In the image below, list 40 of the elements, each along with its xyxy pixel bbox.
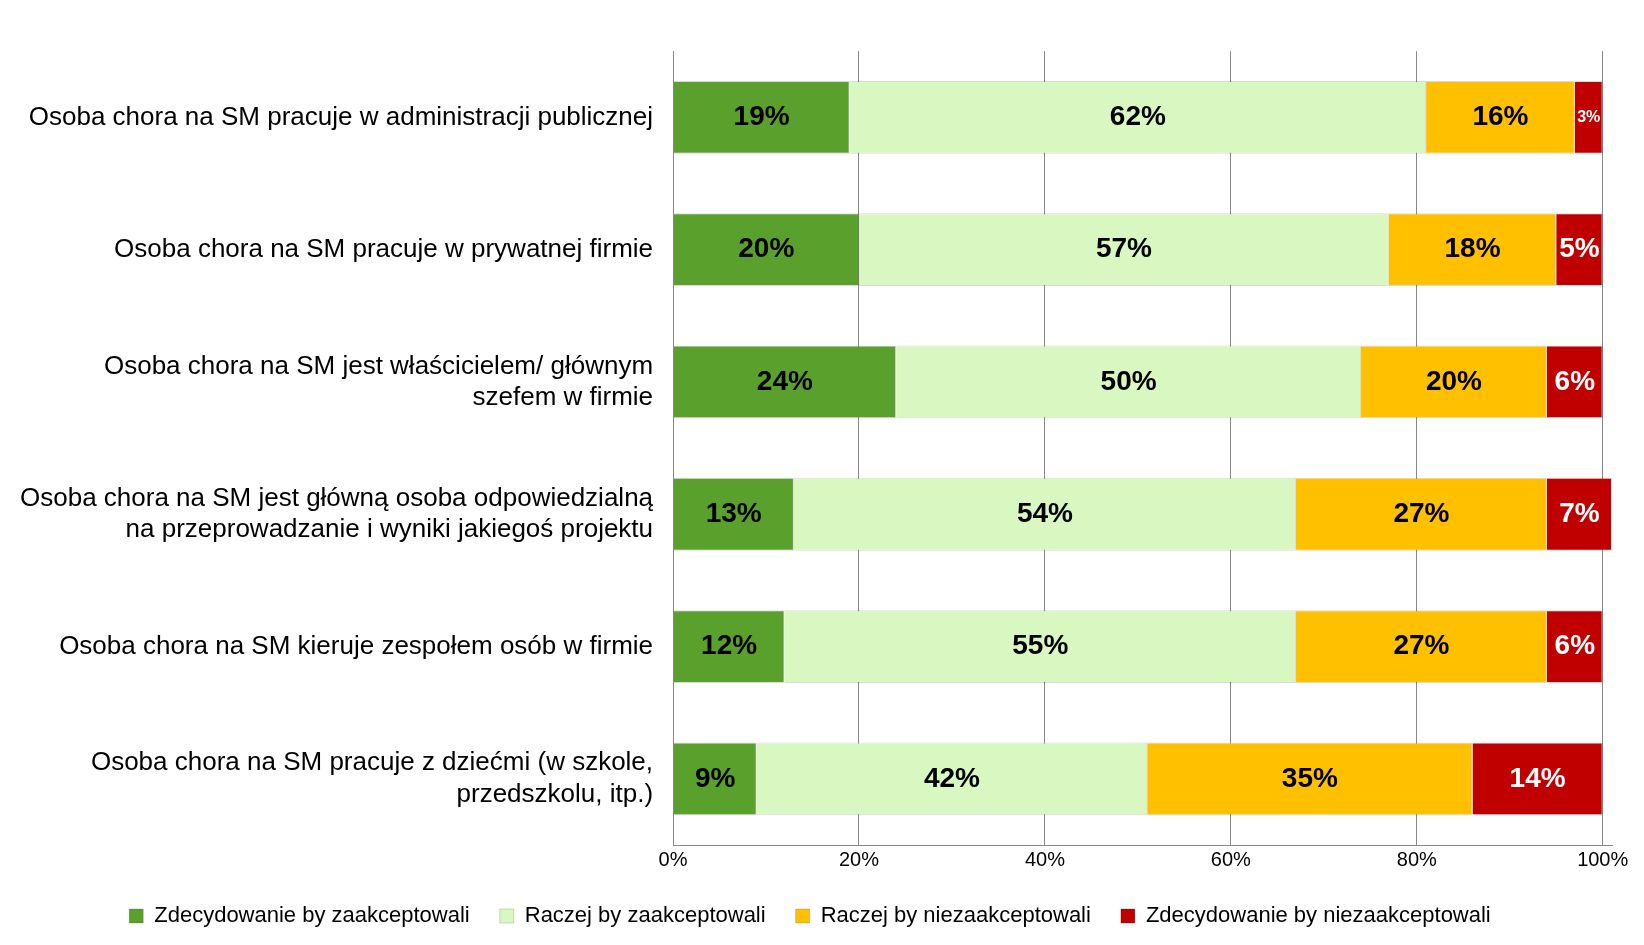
data-label: 13%	[705, 496, 762, 528]
legend-label: Raczej by zaakceptowali	[524, 902, 766, 928]
y-tick-label: Osoba chora na SM pracuje w prywatnej firmie	[114, 232, 654, 263]
data-label: 42%	[923, 761, 981, 793]
data-label: 62%	[1109, 100, 1167, 132]
data-label: 27%	[1393, 496, 1450, 528]
legend-label: Zdecydowanie by niezaakceptowali	[1145, 902, 1491, 928]
x-tick-label: 80%	[1396, 847, 1438, 870]
x-tick-label: 0%	[658, 847, 688, 870]
data-label: 9%	[694, 761, 736, 793]
data-label: 50%	[1100, 364, 1157, 396]
data-label: 7%	[1559, 496, 1600, 528]
data-label: 20%	[1425, 364, 1483, 396]
y-tick-label: Osoba chora na SM jest główną osoba odpowiedzialną na przeprowadzanie i wyniki jakiegoś projektu	[19, 481, 654, 544]
legend-label: Raczej by niezaakceptowali	[820, 902, 1091, 928]
y-tick-label: Osoba chora na SM kieruje zespołem osób w firmie	[59, 629, 654, 660]
x-tick-label: 60%	[1210, 847, 1252, 870]
data-label: 6%	[1554, 629, 1596, 661]
data-label: 57%	[1095, 232, 1153, 264]
data-label: 24%	[756, 364, 813, 396]
y-tick-label: Osoba chora na SM pracuje z dziećmi (w szkole, przedszkolu, itp.)	[90, 746, 654, 808]
x-tick-label: 40%	[1024, 847, 1066, 870]
data-label: 3%	[1577, 107, 1601, 125]
data-label: 16%	[1472, 100, 1529, 132]
data-label: 18%	[1444, 232, 1501, 264]
data-label: 12%	[701, 629, 758, 661]
data-label: 55%	[1012, 629, 1069, 661]
y-tick-label: Osoba chora na SM pracuje w administracji publicznej	[28, 100, 654, 131]
data-label: 14%	[1509, 761, 1566, 793]
data-label: 6%	[1554, 364, 1596, 396]
data-label: 54%	[1016, 496, 1074, 528]
data-label: 19%	[733, 100, 790, 132]
data-label: 20%	[738, 232, 795, 264]
y-tick-label: Osoba chora na SM jest właścicielem/ głównym szefem w firmie	[103, 349, 654, 411]
x-tick-label: 20%	[838, 847, 880, 870]
legend-label: Zdecydowanie by zaakceptowali	[154, 902, 470, 928]
data-label: 5%	[1559, 232, 1600, 264]
data-label: 27%	[1393, 629, 1450, 661]
x-tick-label: 100%	[1577, 847, 1629, 870]
data-label: 35%	[1281, 761, 1338, 793]
